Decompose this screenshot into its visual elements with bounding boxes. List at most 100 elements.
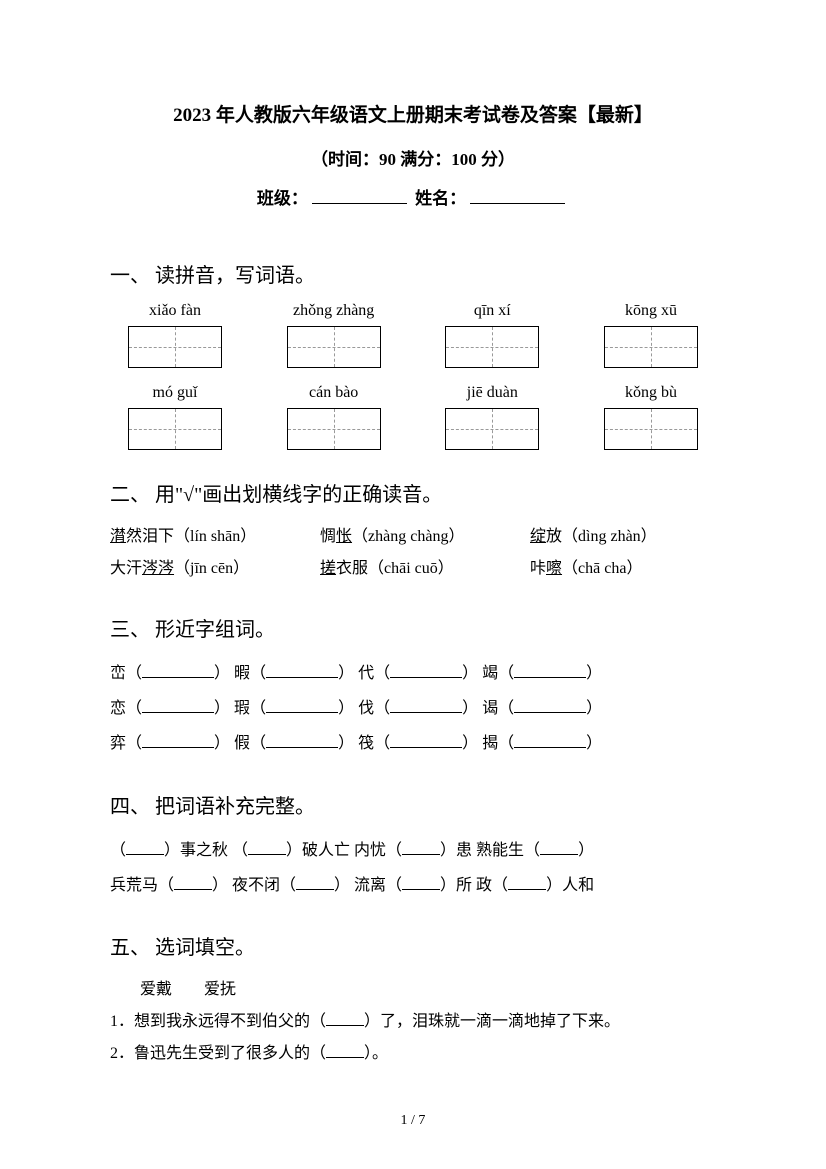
q2-char: 潸 (110, 528, 126, 545)
q2-text: （chā cha） (562, 560, 642, 577)
q3-char: 筏 (358, 735, 374, 752)
q3-char: 竭 (482, 665, 498, 682)
q2-char: 怅 (336, 528, 352, 545)
q4-text: （ (110, 842, 126, 859)
pinyin-item: mó guǐ (110, 384, 240, 402)
fill-blank[interactable] (266, 664, 338, 678)
fill-blank[interactable] (514, 664, 586, 678)
q4-text: ）人和 (546, 877, 594, 894)
pinyin-item: jiē duàn (427, 384, 557, 402)
fill-blank[interactable] (266, 734, 338, 748)
q3-char: 恋 (110, 700, 126, 717)
pinyin-item: cán bào (269, 384, 399, 402)
section-5-title: 五、 选词填空。 (110, 931, 716, 960)
q4-text: ）事之秋 （ (164, 842, 248, 859)
q3-char: 代 (358, 665, 374, 682)
q3-char: 暇 (234, 665, 250, 682)
q2-char: 咔 (530, 560, 546, 577)
fill-blank[interactable] (248, 841, 286, 855)
q3-char: 假 (234, 735, 250, 752)
fill-blank[interactable] (390, 664, 462, 678)
q3-char: 瑕 (234, 700, 250, 717)
student-info: 班级： 姓名： (110, 184, 716, 209)
name-label: 姓名： (415, 189, 466, 208)
q2-text: 衣服（chāi cuō） (336, 560, 454, 577)
q5-text: ）了，泪珠就一滴一滴地掉了下来。 (364, 1013, 620, 1030)
char-box[interactable] (128, 326, 222, 368)
q5-text: ）。 (364, 1045, 388, 1062)
q4-text: ）患 熟能生（ (440, 842, 540, 859)
fill-blank[interactable] (540, 841, 578, 855)
pinyin-item: zhǒng zhàng (269, 302, 399, 320)
q5-q2: 2．鲁迅先生受到了很多人的（）。 (110, 1038, 716, 1070)
fill-blank[interactable] (514, 734, 586, 748)
fill-blank[interactable] (390, 699, 462, 713)
char-box[interactable] (604, 408, 698, 450)
fill-blank[interactable] (514, 699, 586, 713)
q4-text: 兵荒马（ (110, 877, 174, 894)
fill-blank[interactable] (296, 876, 334, 890)
char-box[interactable] (604, 326, 698, 368)
fill-blank[interactable] (142, 664, 214, 678)
q4-text: ）破人亡 内忧（ (286, 842, 402, 859)
char-box[interactable] (287, 408, 381, 450)
q5-word: 爱戴 (140, 981, 172, 998)
fill-blank[interactable] (402, 841, 440, 855)
q3-row: 弈（） 假（） 筏（） 揭（） (110, 726, 716, 761)
q5-text: 1．想到我永远得不到伯父的（ (110, 1013, 326, 1030)
section-1-title: 一、 读拼音，写词语。 (110, 259, 716, 288)
char-box[interactable] (445, 408, 539, 450)
class-blank[interactable] (312, 188, 407, 204)
section-4: 四、 把词语补充完整。 （）事之秋 （）破人亡 内忧（）患 熟能生（） 兵荒马（… (110, 790, 716, 903)
fill-blank[interactable] (142, 699, 214, 713)
fill-blank[interactable] (142, 734, 214, 748)
fill-blank[interactable] (326, 1044, 364, 1058)
page-title: 2023 年人教版六年级语文上册期末考试卷及答案【最新】 (110, 100, 716, 127)
q3-char: 揭 (482, 735, 498, 752)
page-subtitle: （时间：90 满分：100 分） (110, 145, 716, 170)
fill-blank[interactable] (390, 734, 462, 748)
q3-row: 峦（） 暇（） 代（） 竭（） (110, 656, 716, 691)
q5-words: 爱戴 爱抚 (140, 974, 716, 1006)
q4-line-1: （）事之秋 （）破人亡 内忧（）患 熟能生（） (110, 833, 716, 868)
q4-line-2: 兵荒马（） 夜不闭（） 流离（）所 政（）人和 (110, 868, 716, 903)
q2-char: 涔涔 (142, 560, 174, 577)
q4-text: ） 流离（ (334, 877, 402, 894)
fill-blank[interactable] (508, 876, 546, 890)
q2-char: 绽 (530, 528, 546, 545)
q2-text: （zhàng chàng） (352, 528, 464, 545)
pinyin-row-1: xiǎo fàn zhǒng zhàng qīn xí kōng xū (110, 302, 716, 320)
box-row-2 (110, 408, 716, 450)
q2-text: 放（dìng zhàn） (546, 528, 657, 545)
section-2-title: 二、 用"√"画出划横线字的正确读音。 (110, 478, 716, 507)
char-box[interactable] (287, 326, 381, 368)
fill-blank[interactable] (402, 876, 440, 890)
fill-blank[interactable] (326, 1012, 364, 1026)
box-row-1 (110, 326, 716, 368)
q3-char: 峦 (110, 665, 126, 682)
q2-line-1: 潸然泪下（lín shān） 惆怅（zhàng chàng） 绽放（dìng z… (110, 521, 716, 553)
section-3-title: 三、 形近字组词。 (110, 613, 716, 642)
pinyin-item: qīn xí (427, 302, 557, 320)
q3-char: 谒 (482, 700, 498, 717)
q3-row: 恋（） 瑕（） 伐（） 谒（） (110, 691, 716, 726)
q5-q1: 1．想到我永远得不到伯父的（ ）了，泪珠就一滴一滴地掉了下来。 (110, 1006, 716, 1038)
char-box[interactable] (445, 326, 539, 368)
section-5: 五、 选词填空。 爱戴 爱抚 1．想到我永远得不到伯父的（ ）了，泪珠就一滴一滴地… (110, 931, 716, 1070)
fill-blank[interactable] (266, 699, 338, 713)
char-box[interactable] (128, 408, 222, 450)
section-2: 二、 用"√"画出划横线字的正确读音。 潸然泪下（lín shān） 惆怅（zh… (110, 478, 716, 585)
pinyin-row-2: mó guǐ cán bào jiē duàn kǒng bù (110, 384, 716, 402)
section-4-title: 四、 把词语补充完整。 (110, 790, 716, 819)
pinyin-item: kǒng bù (586, 384, 716, 402)
pinyin-item: kōng xū (586, 302, 716, 320)
name-blank[interactable] (470, 188, 565, 204)
q3-char: 弈 (110, 735, 126, 752)
page-number: 1 / 7 (0, 1113, 826, 1129)
fill-blank[interactable] (126, 841, 164, 855)
fill-blank[interactable] (174, 876, 212, 890)
q3-char: 伐 (358, 700, 374, 717)
q2-text: 然泪下（lín shān） (126, 528, 256, 545)
class-label: 班级： (257, 189, 308, 208)
q2-text: 大汗 (110, 560, 142, 577)
